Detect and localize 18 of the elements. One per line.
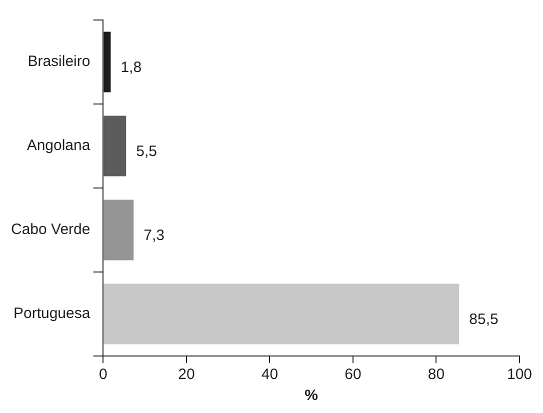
data-label: 7,3 — [144, 227, 164, 244]
data-label: 5,5 — [136, 143, 157, 160]
x-tick-label: 0 — [99, 366, 108, 384]
y-tick-label: Cabo Verde — [10, 221, 90, 238]
x-tick-label: 100 — [506, 366, 532, 384]
data-label: 1,8 — [120, 59, 142, 76]
x-axis-title: % — [304, 387, 318, 404]
y-tick-label: Portuguesa — [13, 305, 91, 322]
bar — [104, 116, 126, 176]
bar — [104, 284, 460, 344]
y-tick-label: Brasileiro — [28, 53, 90, 70]
x-tick-label: 20 — [178, 366, 195, 384]
x-tick-label: 60 — [344, 366, 362, 384]
data-label: 85,5 — [469, 311, 498, 328]
x-tick-label: 80 — [428, 366, 445, 384]
x-tick-label: 40 — [261, 366, 278, 384]
y-tick-label: Angolana — [26, 137, 91, 154]
bar — [104, 200, 134, 260]
